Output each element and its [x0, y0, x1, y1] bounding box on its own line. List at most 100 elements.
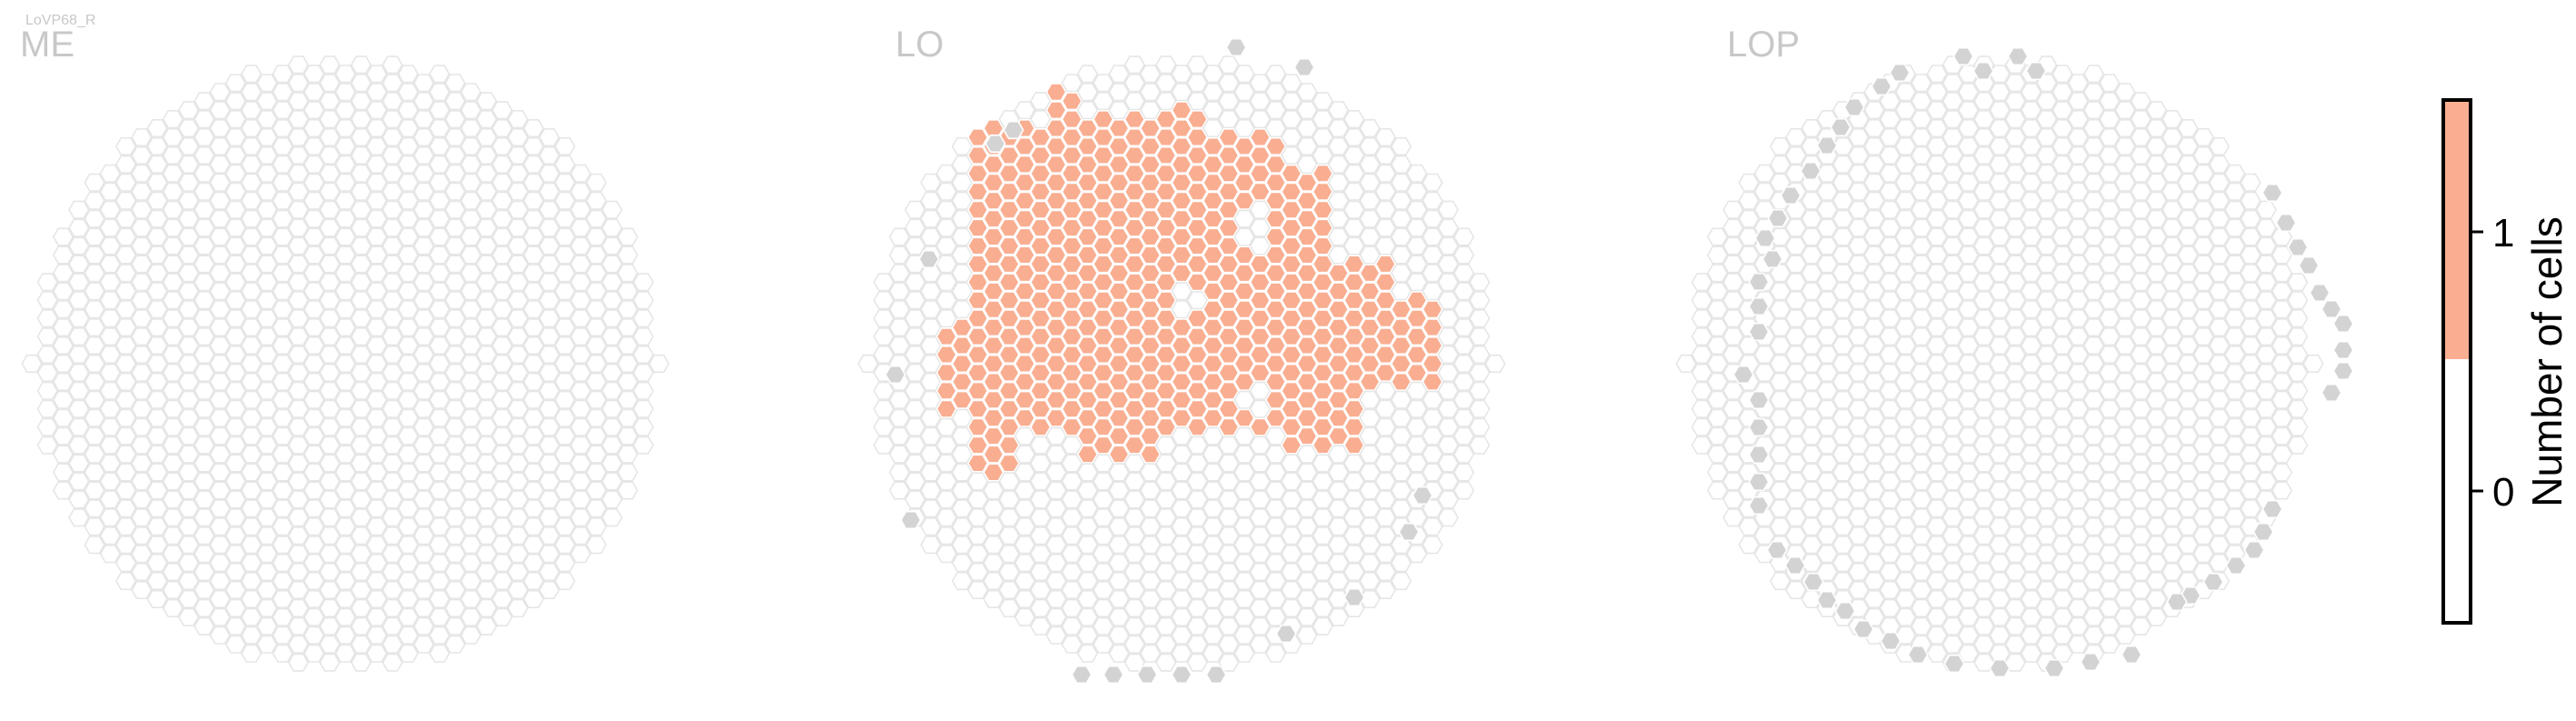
hex-cell-me: [334, 463, 356, 482]
hex-cell-me: [350, 110, 372, 129]
hex-cell-lo-count-1: [1281, 255, 1303, 274]
hex-cell-lop: [2067, 92, 2089, 111]
hex-cell-lo-count-1: [1264, 245, 1287, 265]
hex-cell-lop: [2099, 74, 2121, 93]
hex-cell-lo: [1264, 554, 1287, 573]
hex-cell-lop: [2099, 255, 2121, 274]
hex-cell-lop: [1706, 227, 1729, 246]
hex-cell-me: [616, 408, 639, 427]
hex-cell-me: [303, 136, 325, 155]
hex-cell-lop: [2020, 554, 2042, 573]
hex-cell-lop: [1769, 372, 1792, 391]
hex-cell-me: [491, 517, 514, 536]
hex-cell-lo-count-1: [1249, 128, 1271, 147]
hex-cell-lop: [1957, 481, 1980, 500]
hex-cell-lop: [2067, 182, 2089, 201]
hex-cell-me: [194, 598, 215, 617]
hex-cell-lop: [2130, 580, 2152, 599]
hex-cell-me: [303, 426, 325, 446]
hex-cell-lo: [1202, 65, 1224, 84]
hex-cell-lop: [2145, 426, 2168, 446]
hex-cell-me: [256, 454, 278, 473]
hex-cell-lop: [1848, 545, 1870, 564]
hex-cell-lo: [1437, 218, 1459, 237]
hex-cell-lop: [2036, 273, 2058, 292]
hex-cell-lop: [2067, 200, 2089, 219]
hex-cell-lo-count-1: [967, 145, 989, 165]
hex-cell-me: [272, 390, 294, 409]
hex-edge-marker-lop: [1748, 496, 1770, 516]
hex-cell-lo: [935, 218, 957, 237]
hex-cell-me: [444, 472, 466, 491]
hex-cell-lop: [1816, 218, 1838, 237]
hex-cell-lop: [1973, 399, 1995, 418]
hex-cell-lo-count-1: [1264, 264, 1287, 283]
hex-cell-lo: [1202, 101, 1224, 120]
hex-cell-lop: [1911, 545, 1932, 564]
hex-cell-lop: [1973, 653, 1995, 672]
hex-cell-me: [131, 363, 153, 382]
hex-cell-lop: [2145, 101, 2168, 120]
hex-cell-me: [428, 481, 451, 500]
hex-cell-lo-count-1: [998, 454, 1020, 473]
hex-cell-lop: [2020, 408, 2042, 427]
hex-cell-lo: [1171, 445, 1193, 464]
hex-cell-lop: [1769, 354, 1792, 374]
hex-cell-lo-count-1: [1139, 209, 1162, 228]
hex-cell-lo: [1453, 390, 1475, 409]
hex-cell-lo-count-1: [1218, 291, 1240, 310]
hex-cell-lop: [2099, 616, 2121, 636]
hex-cell-me: [523, 155, 544, 174]
hex-cell-me: [460, 264, 482, 283]
hex-cell-lop: [2020, 607, 2042, 626]
hex-cell-lo-count-1: [1171, 354, 1193, 374]
hex-cell-me: [334, 264, 356, 283]
hex-cell-lo-count-1: [1171, 191, 1193, 210]
hex-cell-lo-count-1: [1171, 318, 1193, 337]
hex-cell-me: [162, 273, 184, 292]
hex-cell-lo-count-1: [1139, 445, 1162, 464]
hex-cell-lo: [1061, 74, 1083, 93]
hex-cell-lop: [2130, 436, 2152, 455]
hex-cell-me: [115, 481, 137, 500]
hex-cell-me: [475, 218, 497, 237]
hex-cell-lo-count-1: [1249, 327, 1271, 346]
hex-cell-me: [225, 616, 246, 636]
hex-cell-lo: [1171, 607, 1193, 626]
hex-cell-lo-count-1: [1249, 291, 1271, 310]
hex-cell-me: [52, 245, 75, 265]
hex-cell-lop: [1769, 572, 1792, 591]
hex-cell-me: [616, 481, 639, 500]
hex-cell-lo: [1076, 481, 1099, 500]
hex-cell-me: [319, 508, 341, 527]
hex-cell-lop: [1989, 499, 2011, 518]
hex-cell-me: [475, 472, 497, 491]
hex-cell-me: [507, 200, 529, 219]
hex-cell-me: [397, 554, 419, 573]
hex-cell-lop: [2240, 227, 2261, 246]
hex-cell-lo: [1202, 83, 1224, 102]
hex-cell-lo-count-1: [951, 336, 973, 355]
hex-cell-me: [287, 110, 309, 129]
hex-cell-lop: [2208, 481, 2231, 500]
colorbar-segment-0: [2443, 359, 2471, 623]
hex-cell-me: [256, 363, 278, 382]
hex-cell-me: [538, 508, 560, 527]
hex-cell-me: [194, 545, 215, 564]
hex-cell-lop: [1675, 354, 1697, 374]
hex-cell-lop: [1848, 490, 1870, 509]
hex-cell-lop: [2224, 526, 2246, 546]
hex-cell-lop: [1926, 390, 1948, 409]
hex-cell-lop: [1848, 255, 1870, 274]
hex-cell-lo-count-1: [1076, 426, 1099, 446]
hex-cell-lo: [1327, 173, 1350, 192]
hex-cell-lop: [1942, 145, 1963, 165]
hex-cell-me: [68, 417, 90, 436]
hex-cell-lop: [1738, 227, 1760, 246]
hex-cell-lop: [2036, 381, 2058, 400]
hex-cell-lo: [1218, 598, 1240, 617]
hex-cell-me: [162, 399, 184, 418]
hex-cell-me: [334, 445, 356, 464]
hex-cell-me: [146, 517, 168, 536]
hex-cell-lop: [2177, 209, 2199, 228]
